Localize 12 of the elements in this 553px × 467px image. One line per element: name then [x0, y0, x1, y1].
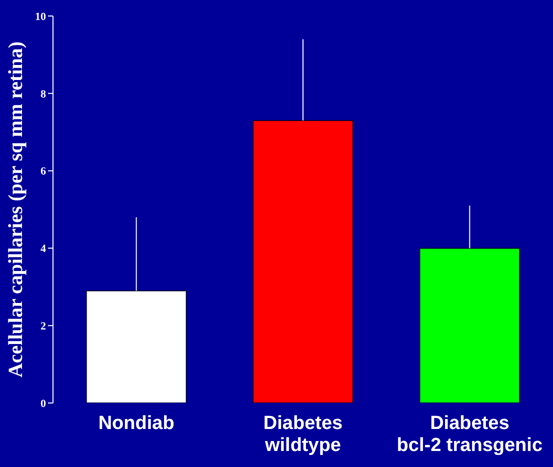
bar: [252, 120, 354, 403]
bar: [419, 248, 520, 403]
x-tick-label: Diabetes wildtype: [263, 413, 343, 456]
y-tick-label: 4: [40, 243, 46, 256]
y-tick-label: 8: [40, 88, 46, 100]
x-tick-label: Diabetes bcl-2 transgenic: [396, 413, 543, 456]
y-axis-title: Acellular capillaries (per sq mm retina): [5, 41, 28, 378]
y-tick-label: 10: [35, 10, 46, 23]
y-tick-label: 0: [40, 398, 46, 410]
y-tick-label: 2: [40, 320, 46, 333]
x-tick-label: Nondiab: [98, 413, 174, 434]
y-tick-label: 6: [40, 166, 46, 178]
